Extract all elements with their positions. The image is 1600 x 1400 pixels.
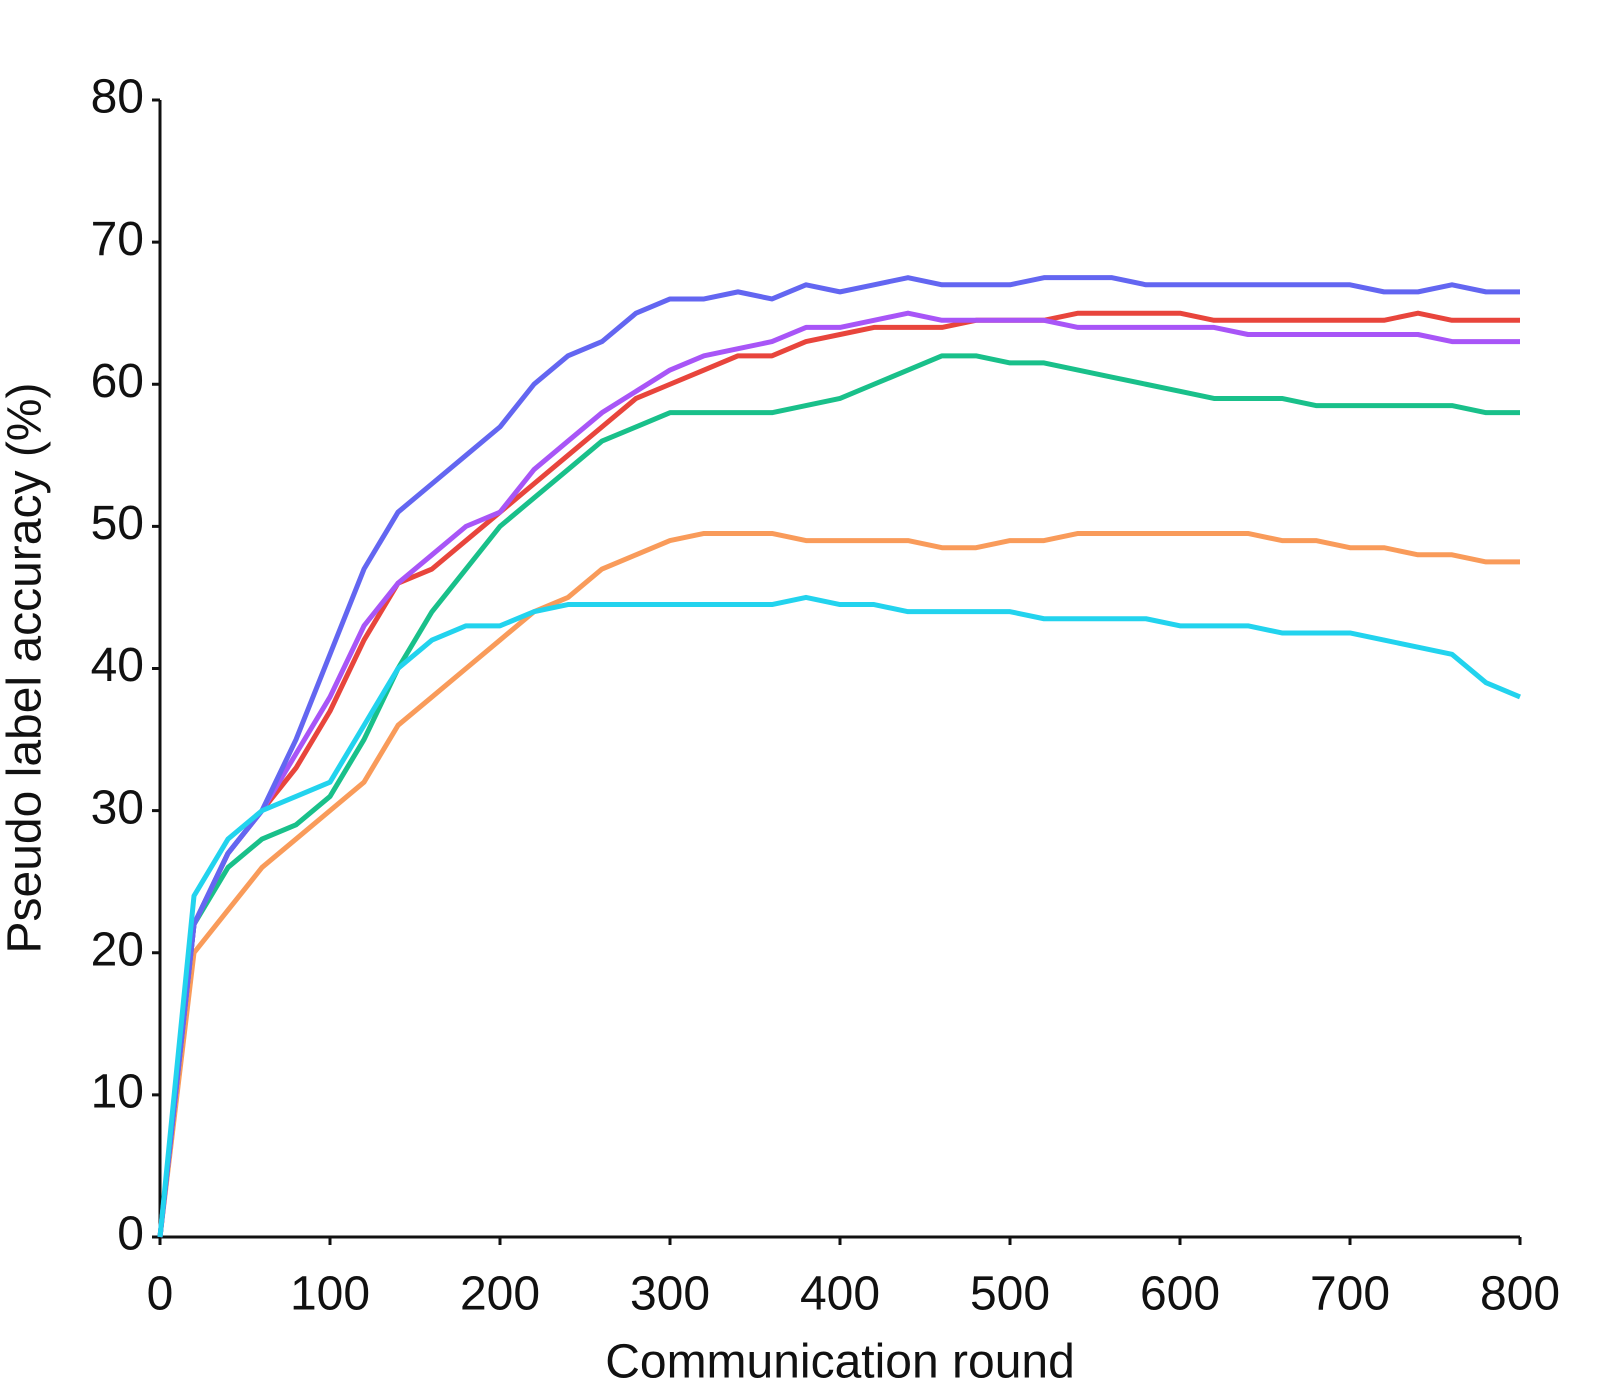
x-tick-label: 0: [147, 1268, 174, 1321]
x-axis-title: Communication round: [605, 1336, 1075, 1389]
y-tick-label: 40: [91, 639, 144, 692]
x-tick-label: 500: [970, 1268, 1050, 1321]
series-line: [157, 310, 1520, 1238]
series-line: [157, 530, 1520, 1238]
y-tick-label: 10: [91, 1066, 144, 1119]
x-tick-label: 400: [800, 1268, 880, 1321]
y-tick-label: 0: [117, 1208, 144, 1261]
y-tick-label: 70: [91, 213, 144, 266]
series-line: [157, 275, 1520, 1238]
x-tick-label: 100: [290, 1268, 370, 1321]
series-line: [157, 594, 1521, 1238]
y-tick-label: 60: [91, 355, 144, 408]
y-tick-label: 80: [91, 71, 144, 124]
y-tick-label: 20: [91, 923, 144, 976]
series-line: [157, 310, 1520, 1238]
y-tick-label: 50: [91, 497, 144, 550]
x-tick-label: 800: [1480, 1268, 1560, 1321]
x-tick-label: 700: [1310, 1268, 1390, 1321]
series-line: [157, 353, 1520, 1238]
x-tick-label: 200: [460, 1268, 540, 1321]
x-tick-label: 300: [630, 1268, 710, 1321]
y-axis-title: Pseudo label accuracy (%): [0, 383, 52, 954]
x-tick-label: 600: [1140, 1268, 1220, 1321]
y-tick-label: 30: [91, 781, 144, 834]
